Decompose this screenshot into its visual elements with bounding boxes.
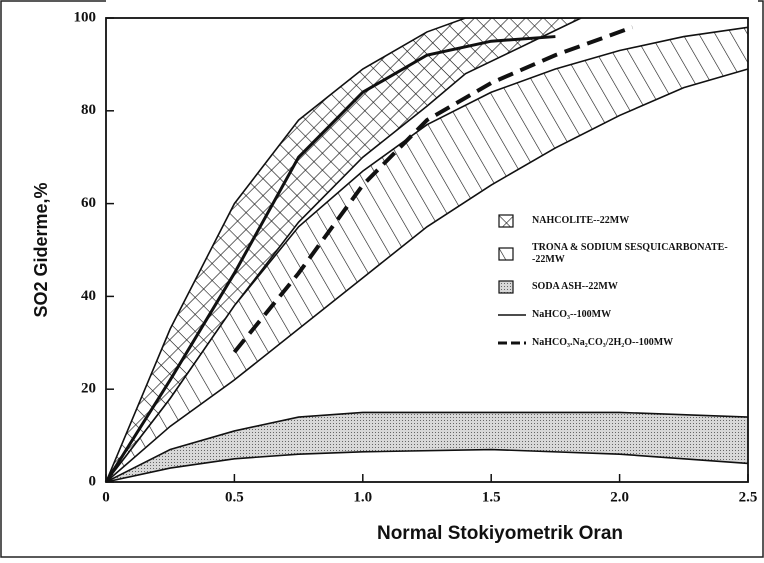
axes-box [105, 17, 749, 483]
band-fill [106, 27, 748, 483]
plot-area [104, 17, 749, 483]
y-tick-label: 0 [89, 473, 97, 489]
band-edge [105, 17, 582, 483]
x-tick-label: 1.0 [353, 489, 372, 505]
x-axis-label: Normal Stokiyometrik Oran [377, 523, 623, 544]
x-tick-label: 0.5 [225, 489, 244, 505]
legend-swatch [498, 247, 514, 261]
legend-label: NaHCO₃--100MW [532, 309, 612, 320]
legend-swatch [498, 314, 526, 316]
y-tick-label: 20 [81, 381, 96, 397]
legend-swatch [498, 280, 514, 294]
band-edge [105, 448, 749, 483]
legend-swatch [498, 341, 526, 345]
band-edge [105, 26, 749, 483]
band-fill [106, 412, 748, 482]
x-tick-label: 2.0 [610, 489, 629, 505]
y-tick-label: 60 [81, 195, 96, 211]
legend-swatch-box [498, 247, 514, 261]
line [232, 25, 634, 354]
legend-item: SODA ASH--22MW [498, 280, 738, 294]
band-edge [105, 411, 749, 483]
legend-label: NaHCO₃.Na₂CO₃/2H₂O--100MW [532, 337, 674, 348]
y-axis-label: SO2 Giderme,% [31, 182, 51, 317]
y-tick-label: 40 [81, 288, 96, 304]
legend-swatch [498, 214, 514, 228]
legend-item: TRONA & SODIUM SESQUICARBONATE--22MW [498, 242, 738, 266]
x-tick-label: 2.5 [739, 489, 758, 505]
x-tick-label: 1.5 [482, 489, 501, 505]
band-edge [105, 68, 749, 483]
legend-item: NaHCO₃.Na₂CO₃/2H₂O--100MW [498, 336, 738, 350]
y-tick-label: 100 [74, 9, 97, 25]
legend-label: NAHCOLITE--22MW [532, 215, 630, 226]
legend-label: TRONA & SODIUM SESQUICARBONATE--22MW [532, 242, 728, 265]
legend-swatch-box [498, 280, 514, 294]
x-tick-label: 0 [102, 489, 110, 505]
legend: NAHCOLITE--22MW TRONA & SODIUM SESQUICARB… [498, 214, 738, 364]
line [104, 35, 556, 483]
legend-item: NaHCO₃--100MW [498, 308, 738, 322]
mask-top [106, 0, 758, 18]
legend-label: SODA ASH--22MW [532, 281, 618, 292]
legend-swatch-box [498, 214, 514, 228]
legend-item: NAHCOLITE--22MW [498, 214, 738, 228]
y-tick-label: 80 [81, 102, 96, 118]
